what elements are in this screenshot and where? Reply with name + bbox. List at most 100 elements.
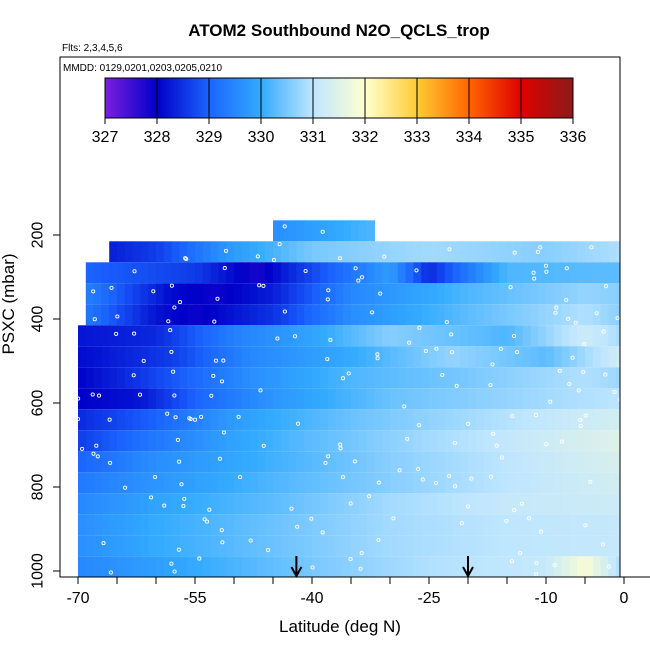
heatmap-cell — [140, 241, 149, 263]
heatmap-cell — [335, 535, 344, 557]
heatmap-cell — [93, 325, 102, 347]
heatmap-cell — [569, 367, 578, 389]
heatmap-cell — [616, 514, 620, 536]
heatmap-cell — [156, 262, 165, 284]
sample-dot — [498, 346, 503, 351]
heatmap-cell — [140, 388, 149, 410]
heatmap-cell — [429, 241, 438, 263]
heatmap-cell — [179, 346, 188, 368]
heatmap-cell — [640, 388, 648, 409]
sample-dot — [172, 569, 177, 574]
heatmap-cell — [569, 304, 578, 326]
heatmap-cell — [312, 304, 321, 326]
heatmap-cell — [93, 388, 102, 410]
heatmap-cell — [421, 493, 430, 515]
heatmap-cell — [93, 304, 102, 326]
heatmap-cell — [585, 556, 594, 577]
heatmap-cell — [546, 409, 555, 431]
sample-dot — [204, 519, 210, 524]
heatmap-cell — [358, 220, 368, 242]
sample-dot — [236, 414, 241, 419]
heatmap-cell — [226, 388, 235, 410]
heatmap-cell — [117, 409, 126, 431]
heatmap-cell — [265, 451, 274, 473]
sample-dot — [169, 561, 174, 566]
heatmap-cell — [429, 430, 438, 452]
heatmap-cell — [101, 556, 110, 577]
heatmap-cell — [452, 388, 461, 410]
heatmap-cell — [304, 514, 313, 536]
heatmap-cell — [460, 451, 469, 473]
heatmap-cell — [273, 472, 282, 494]
heatmap-cell — [514, 262, 524, 284]
heatmap-cell — [195, 430, 204, 452]
sample-dot — [131, 373, 136, 378]
heatmap-cell — [640, 325, 648, 346]
heatmap-cell — [499, 430, 508, 452]
sample-dot — [346, 371, 351, 376]
heatmap-cell — [405, 535, 414, 557]
heatmap-cell — [421, 283, 430, 305]
heatmap-cell — [109, 388, 118, 410]
heatmap-cell — [366, 304, 375, 326]
heatmap-cell — [85, 409, 95, 431]
heatmap-cell — [109, 556, 118, 577]
sample-dot — [277, 242, 282, 247]
heatmap-cells — [78, 220, 648, 577]
heatmap-cell — [132, 283, 141, 305]
heatmap-cell — [93, 451, 102, 473]
heatmap-cell — [569, 241, 578, 263]
heatmap-cell — [483, 367, 492, 389]
heatmap-cell — [226, 409, 235, 431]
heatmap-cell — [202, 346, 212, 368]
heatmap-cell — [257, 535, 266, 557]
heatmap-cell — [171, 325, 180, 347]
sample-dot — [207, 507, 212, 512]
sample-dot — [527, 516, 532, 521]
heatmap-cell — [460, 367, 469, 389]
heatmap-cell — [265, 493, 274, 515]
heatmap-cell — [265, 283, 274, 305]
heatmap-cell — [366, 472, 375, 494]
heatmap-cell — [85, 556, 95, 577]
heatmap-cell — [210, 430, 219, 452]
heatmap-cell — [358, 304, 368, 326]
heatmap-cell — [140, 535, 149, 557]
heatmap-cell — [592, 409, 602, 431]
heatmap-cell — [507, 535, 516, 557]
sample-dot — [402, 404, 407, 409]
sample-dot — [434, 346, 439, 351]
heatmap-cell — [421, 472, 430, 494]
heatmap-cell — [312, 472, 321, 494]
heatmap-cell — [546, 514, 555, 536]
heatmap-cell — [444, 325, 453, 347]
heatmap-cell — [343, 325, 352, 347]
heatmap-cell — [187, 514, 196, 536]
heatmap-cell — [538, 325, 547, 347]
heatmap-cell — [273, 262, 282, 284]
heatmap-cell — [538, 556, 547, 577]
heatmap-cell — [608, 472, 617, 494]
heatmap-cell — [390, 283, 399, 305]
heatmap-cell — [312, 430, 321, 452]
heatmap-cell — [280, 388, 290, 410]
sample-dot — [338, 442, 343, 447]
sample-dot — [353, 266, 358, 271]
sample-dot — [199, 414, 204, 419]
sample-dot — [583, 413, 588, 418]
heatmap-cell — [397, 388, 407, 410]
heatmap-cell — [195, 304, 204, 326]
heatmap-cell — [304, 388, 313, 410]
heatmap-cell — [140, 304, 149, 326]
heatmap-cell — [101, 514, 110, 536]
heatmap-cell — [608, 304, 617, 326]
heatmap-cell — [304, 262, 313, 284]
heatmap-cell — [436, 325, 446, 347]
heatmap-cell — [218, 367, 227, 389]
heatmap-cell — [397, 430, 407, 452]
heatmap-cell — [327, 514, 336, 536]
heatmap-cell — [179, 493, 188, 515]
heatmap-cell — [397, 409, 407, 431]
heatmap-cell — [624, 556, 632, 577]
sample-dot — [325, 356, 330, 362]
